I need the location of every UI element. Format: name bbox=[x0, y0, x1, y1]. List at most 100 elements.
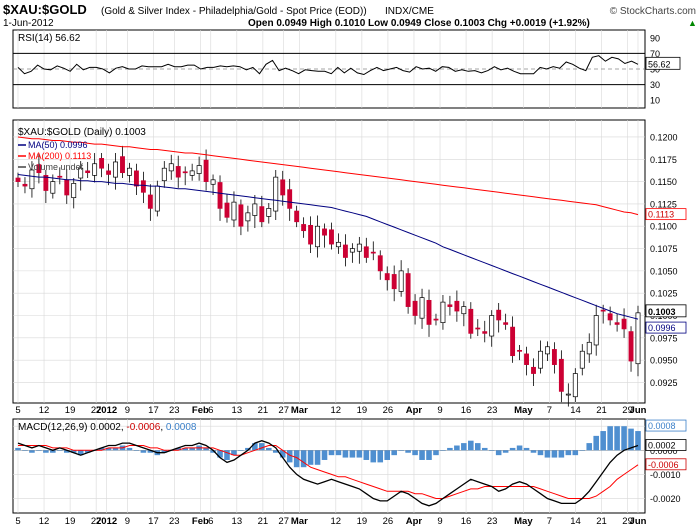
macd-histogram-bar bbox=[272, 450, 279, 453]
rsi-panel: RSI(14) 56.62 1030507090 56.62 bbox=[12, 29, 681, 109]
exchange-label: INDX/CME bbox=[385, 6, 434, 17]
price-x-tick-label: Mar bbox=[291, 405, 308, 416]
price-candle-down bbox=[454, 300, 460, 312]
price-candle-up bbox=[572, 373, 578, 398]
price-candle-up bbox=[273, 176, 279, 212]
macd-histogram-bar bbox=[551, 450, 558, 458]
macd-histogram-bar bbox=[43, 450, 49, 453]
price-candle-down bbox=[106, 170, 112, 175]
price-panel: $XAU:$GOLD (Daily) 0.1003 MA(50) 0.0996M… bbox=[12, 119, 687, 407]
price-candle-down bbox=[301, 224, 307, 232]
price-candle-up bbox=[231, 201, 237, 221]
price-candle-down bbox=[468, 308, 474, 334]
macd-histogram-bar bbox=[147, 450, 154, 453]
macd-histogram-bar bbox=[363, 450, 370, 460]
price-candle-down bbox=[482, 331, 488, 334]
price-candle-down bbox=[377, 255, 383, 272]
symbol-title: $XAU:$GOLD bbox=[3, 2, 87, 17]
price-candle-up bbox=[635, 312, 641, 365]
macd-histogram-bar bbox=[461, 443, 467, 451]
macd-x-tick-label: 9 bbox=[437, 516, 442, 527]
rsi-ytick-label: 10 bbox=[650, 96, 660, 106]
price-ytick-label: 0.1200 bbox=[650, 132, 678, 142]
macd-x-tick-label: 7 bbox=[547, 516, 552, 527]
macd-x-tick-label: 27 bbox=[91, 516, 102, 527]
price-x-tick-label: 16 bbox=[461, 405, 472, 416]
macd-histogram-bar bbox=[593, 435, 599, 451]
price-candle-down bbox=[628, 331, 634, 362]
macd-ytick-label: -0.0020 bbox=[650, 494, 681, 504]
macd-histogram-bar bbox=[182, 447, 188, 451]
rsi-value-tag: 56.62 bbox=[648, 59, 671, 69]
macd-histogram-bar bbox=[377, 450, 384, 463]
macd-histogram-bar bbox=[474, 443, 481, 451]
price-x-tick-label: 23 bbox=[169, 405, 180, 416]
price-x-tick-label: 27 bbox=[91, 405, 102, 416]
price-ytick-label: 0.1125 bbox=[650, 199, 677, 209]
price-candle-down bbox=[99, 158, 105, 169]
price-ytick-label: 0.1075 bbox=[650, 244, 678, 254]
price-x-tick-label: 12 bbox=[331, 405, 342, 416]
price-ytick-label: 0.1050 bbox=[650, 266, 678, 276]
macd-histogram-bar bbox=[481, 447, 488, 451]
price-candle-up bbox=[538, 350, 543, 369]
price-candle-down bbox=[287, 189, 293, 209]
macd-histogram-bar bbox=[384, 450, 390, 460]
macd-histogram-bar bbox=[286, 450, 293, 463]
price-x-tick-label: 9 bbox=[437, 405, 442, 416]
price-candle-up bbox=[154, 185, 160, 212]
price-candle-down bbox=[224, 202, 230, 218]
macd-x-tick-label: 12 bbox=[39, 516, 50, 527]
macd-histogram-bar bbox=[412, 450, 418, 456]
price-candle-up bbox=[210, 179, 216, 185]
macd-histogram-bar bbox=[63, 450, 70, 453]
rsi-line bbox=[17, 55, 639, 76]
price-candle-up bbox=[586, 341, 592, 355]
macd-x-tick-label: 21 bbox=[596, 516, 607, 527]
price-x-tick-label: 6 bbox=[208, 405, 213, 416]
price-candle-up bbox=[50, 181, 56, 194]
last-close-tag-box bbox=[645, 304, 687, 318]
macd-x-tick-label: 12 bbox=[331, 516, 342, 527]
price-x-tick-label: 14 bbox=[570, 405, 581, 416]
macd-x-tick-label: 5 bbox=[15, 516, 20, 527]
price-x-tick-label: 12 bbox=[39, 405, 50, 416]
macd-x-tick-label: 23 bbox=[169, 516, 180, 527]
macd-histogram-bar bbox=[572, 450, 579, 456]
price-candle-up bbox=[168, 163, 174, 172]
macd-histogram-bar bbox=[600, 431, 606, 451]
price-candle-down bbox=[607, 313, 613, 321]
macd-x-tick-label: 27 bbox=[278, 516, 289, 527]
price-title: $XAU:$GOLD (Daily) 0.1003 bbox=[18, 127, 146, 138]
price-candle-down bbox=[558, 358, 564, 392]
macd-x-tick-label: Jun bbox=[630, 516, 647, 527]
date-label: 1-Jun-2012 bbox=[3, 18, 54, 29]
price-x-tick-label: 21 bbox=[596, 405, 607, 416]
price-candle-up bbox=[315, 225, 320, 248]
macd-histogram-bar bbox=[391, 450, 397, 456]
macd-histogram-bar bbox=[175, 447, 182, 451]
price-x-tick-label: Feb bbox=[192, 405, 209, 416]
macd-histogram-bar bbox=[342, 450, 349, 458]
macd-histogram-bar bbox=[126, 447, 133, 451]
price-candle-down bbox=[259, 206, 265, 223]
price-candle-down bbox=[308, 224, 314, 245]
macd-histogram-bar bbox=[133, 450, 140, 451]
macd-value-tag: 0.0008 bbox=[648, 421, 676, 431]
macd-histogram-bar bbox=[189, 447, 195, 451]
macd-histogram-bar bbox=[307, 450, 314, 465]
macd-histogram-bar bbox=[516, 445, 523, 451]
price-candle-up bbox=[29, 169, 35, 190]
macd-histogram-bar bbox=[314, 450, 321, 465]
macd-histogram-bar bbox=[488, 450, 495, 451]
macd-x-tick-label: 23 bbox=[487, 516, 498, 527]
price-x-tick-label: 13 bbox=[232, 405, 243, 416]
price-candle-up bbox=[398, 270, 404, 292]
price-candle-down bbox=[22, 183, 28, 187]
price-ytick-label: 0.1100 bbox=[650, 222, 677, 232]
price-candle-up bbox=[78, 167, 84, 179]
price-x-tick-label: 29 bbox=[622, 405, 633, 416]
price-candle-up bbox=[461, 306, 467, 315]
price-x-tick-label: 2012 bbox=[96, 405, 117, 416]
